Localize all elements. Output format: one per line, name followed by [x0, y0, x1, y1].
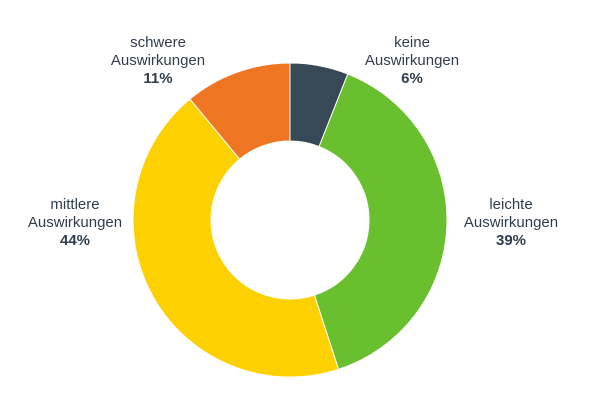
label-keine: keine Auswirkungen 6% — [365, 34, 459, 87]
label-text-line: mittlere — [50, 196, 99, 213]
label-text-line: keine — [394, 34, 430, 51]
label-text-line: Auswirkungen — [28, 214, 122, 231]
label-text-line: Auswirkungen — [464, 214, 558, 231]
slice-schwere — [189, 62, 291, 160]
label-percent: 44% — [60, 232, 90, 249]
slice-mittlere — [132, 98, 340, 378]
label-percent: 6% — [401, 70, 423, 87]
label-leichte: leichte Auswirkungen 39% — [464, 196, 558, 249]
label-text-line: schwere — [130, 34, 186, 51]
label-percent: 11% — [143, 70, 172, 87]
label-text-line: Auswirkungen — [365, 52, 459, 69]
label-mittlere: mittlere Auswirkungen 44% — [28, 196, 122, 249]
label-text-line: Auswirkungen — [111, 52, 205, 69]
label-schwere: schwere Auswirkungen 11% — [111, 34, 205, 87]
label-percent: 39% — [496, 232, 526, 249]
slice-leichte — [313, 73, 448, 370]
label-text-line: leichte — [489, 196, 532, 213]
